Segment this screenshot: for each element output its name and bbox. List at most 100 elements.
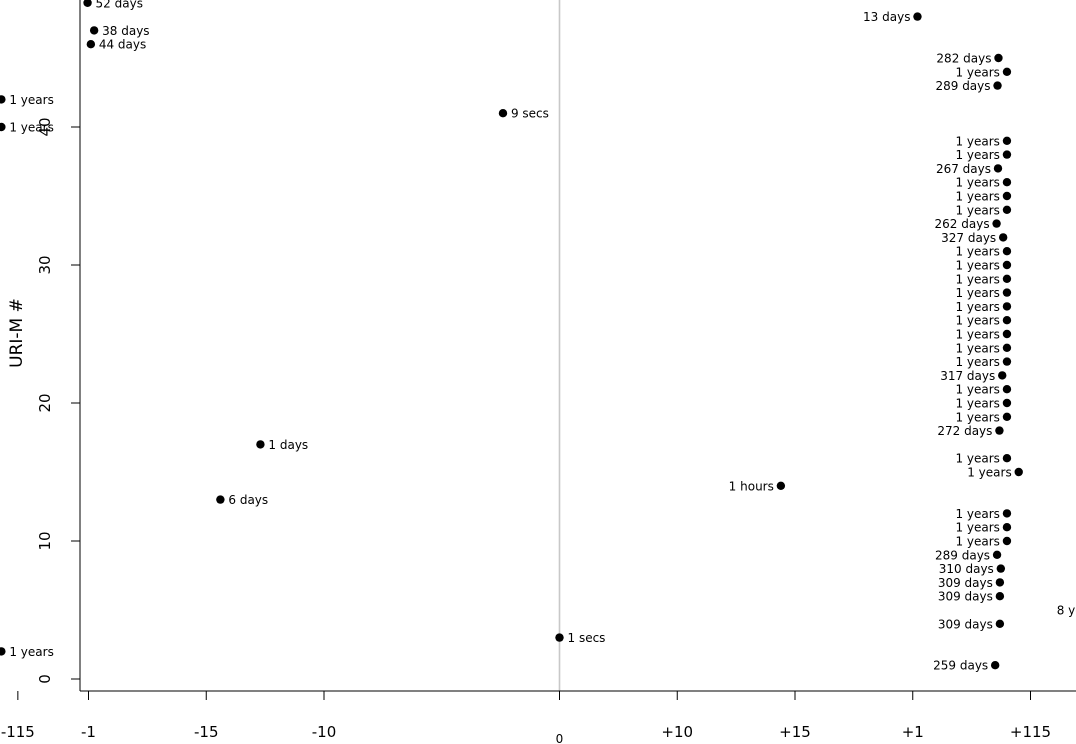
y-axis-label: URI-M #: [7, 298, 27, 368]
data-point: [1002, 385, 1012, 394]
data-point: [1002, 178, 1012, 187]
data-point: [1002, 302, 1012, 311]
data-point-label: 1 years: [955, 383, 999, 397]
data-point: [994, 53, 1003, 63]
y-tick-label: 30: [36, 255, 54, 274]
data-point: [1002, 288, 1012, 297]
data-point-label: 1 years: [955, 245, 999, 259]
data-point-label: 267 days: [936, 162, 991, 176]
data-point-label: 1 years: [9, 121, 53, 135]
data-point-label: 310 days: [939, 562, 994, 576]
data-point-label: 1 years: [955, 452, 999, 466]
data-point: [1002, 523, 1012, 532]
data-point: [990, 661, 1000, 670]
data-point-label: 1 years: [955, 314, 999, 328]
data-point-label: 1 years: [955, 65, 999, 79]
data-point-label: 1 years: [955, 272, 999, 286]
x-tick-label: +115: [1010, 723, 1051, 741]
data-point: [1002, 191, 1012, 201]
data-point: [1014, 467, 1023, 477]
data-point: [1002, 247, 1012, 256]
data-point-label: 1 years: [955, 410, 999, 424]
x-tick-label: -1: [81, 723, 96, 741]
x-tick-label: 0: [556, 732, 564, 744]
data-point-label: 13 days: [863, 10, 910, 24]
data-point: [998, 371, 1007, 380]
data-point: [86, 40, 96, 49]
data-point-label: 1 hours: [729, 479, 774, 493]
x-tick-label: +15: [779, 723, 811, 741]
data-point: [1002, 274, 1012, 283]
y-tick-label: 40: [36, 117, 54, 136]
data-point: [83, 0, 92, 7]
data-point: [1002, 454, 1012, 463]
data-point-label: 262 days: [935, 217, 990, 231]
data-point: [995, 426, 1004, 435]
x-tick-label: +1: [902, 723, 924, 741]
data-point-label: 1 years: [955, 190, 999, 204]
data-point-label: 282 days: [936, 52, 991, 66]
x-tick-label: -10: [312, 723, 337, 741]
data-point-label: 1 years: [967, 466, 1011, 480]
data-point: [1002, 316, 1012, 325]
data-point-label: 272 days: [937, 424, 992, 438]
data-point-label: 44 days: [99, 38, 146, 52]
data-point: [1002, 357, 1012, 366]
data-point-label: 1 years: [955, 397, 999, 411]
data-point: [992, 219, 1001, 228]
data-point-label: 289 days: [935, 548, 990, 562]
y-tick-label: 10: [36, 531, 54, 550]
x-tick-label: +10: [661, 723, 693, 741]
data-point-label: 1 years: [955, 535, 999, 549]
data-point-label: 309 days: [938, 590, 993, 604]
data-point: [256, 440, 265, 449]
data-point-label: 52 days: [96, 0, 143, 10]
data-point: [1002, 509, 1012, 518]
data-point-label: 309 days: [938, 617, 993, 631]
data-point-label: 1 years: [955, 341, 999, 355]
data-point-label: 1 years: [9, 93, 53, 107]
data-point: [1002, 343, 1012, 352]
data-point-label: 8 years: [1057, 604, 1076, 618]
data-point-label: 1 years: [955, 148, 999, 162]
data-point: [216, 495, 225, 504]
data-point-label: 38 days: [102, 24, 149, 38]
data-point: [995, 619, 1005, 628]
data-point-label: 1 years: [9, 645, 53, 659]
data-point-label: 1 years: [955, 300, 999, 314]
data-point: [992, 550, 1002, 559]
y-tick-label: 20: [36, 393, 54, 412]
data-point: [1002, 412, 1012, 421]
data-point-label: 1 days: [268, 438, 308, 452]
data-point: [995, 592, 1005, 601]
data-point-label: 1 years: [955, 328, 999, 342]
data-point: [913, 12, 922, 21]
data-point: [1002, 260, 1012, 270]
data-point: [993, 81, 1002, 90]
data-point-label: 1 years: [955, 203, 999, 217]
x-tick-label: -115: [1, 723, 35, 741]
data-point-label: 6 days: [228, 493, 268, 507]
data-point-label: 289 days: [935, 79, 990, 93]
data-point-label: 1 years: [955, 176, 999, 190]
data-point: [0, 95, 6, 104]
data-point-label: 1 years: [955, 286, 999, 300]
data-point: [1002, 205, 1012, 214]
data-point: [998, 233, 1008, 242]
y-tick-label: 0: [36, 674, 54, 684]
x-tick-label: -15: [194, 723, 219, 741]
data-point-label: 327 days: [941, 231, 996, 245]
data-point: [996, 564, 1006, 573]
data-point-label: 1 years: [955, 521, 999, 535]
data-point-label: 1 years: [955, 134, 999, 148]
data-point: [993, 164, 1003, 173]
data-point: [498, 109, 508, 118]
data-point: [0, 122, 6, 132]
data-point: [89, 26, 99, 35]
data-point-label: 1 years: [955, 259, 999, 273]
data-point: [0, 647, 6, 656]
data-point: [1002, 398, 1012, 408]
